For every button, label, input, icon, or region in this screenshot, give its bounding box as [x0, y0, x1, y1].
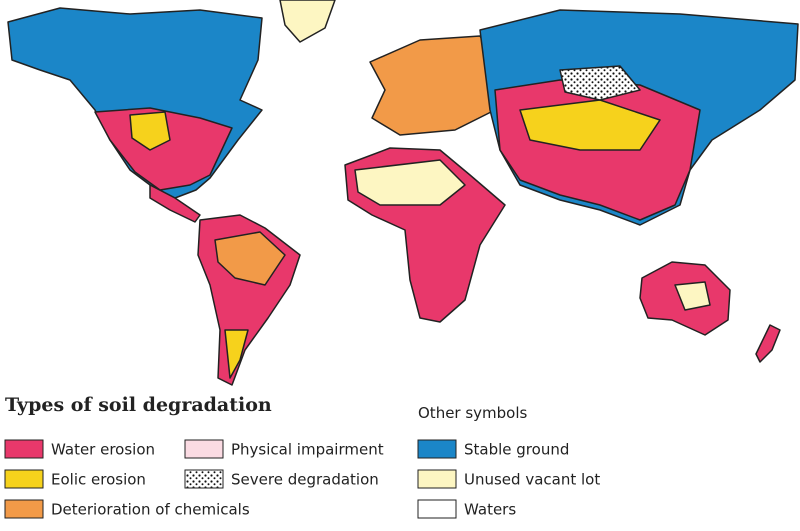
australia-vacant	[674, 281, 711, 311]
greenland	[279, 0, 336, 43]
legend-label: Eolic erosion	[51, 471, 146, 489]
new-zealand	[755, 324, 781, 363]
legend-swatch	[4, 499, 44, 519]
amazon-chemicals	[214, 231, 286, 286]
legend-label: Physical impairment	[231, 441, 384, 459]
world-map	[7, 0, 799, 386]
legend-label: Deterioration of chemicals	[51, 501, 250, 519]
legend-title: Types of soil degradation	[5, 394, 272, 416]
legend-swatch	[4, 469, 44, 489]
usa-degradation	[94, 107, 233, 191]
legend-label: Unused vacant lot	[464, 471, 600, 489]
central-america	[149, 184, 201, 223]
legend-swatch	[184, 439, 224, 459]
other-symbols-title: Other symbols	[418, 404, 528, 422]
legend-label: Stable ground	[464, 441, 569, 459]
legend-label: Water erosion	[51, 441, 155, 459]
legend-label: Waters	[464, 501, 516, 519]
severe-patch	[559, 65, 641, 101]
legend-label: Severe degradation	[231, 471, 379, 489]
legend: Water erosion Eolic erosion Deterioration …	[4, 439, 600, 519]
legend-swatch	[184, 469, 224, 489]
legend-swatch	[417, 499, 457, 519]
legend-swatch	[417, 439, 457, 459]
legend-swatch	[417, 469, 457, 489]
sahara-vacant	[354, 159, 466, 206]
plains-eolic	[129, 111, 171, 151]
europe	[369, 35, 501, 136]
legend-swatch	[4, 439, 44, 459]
patagonia-eolic	[224, 329, 249, 379]
